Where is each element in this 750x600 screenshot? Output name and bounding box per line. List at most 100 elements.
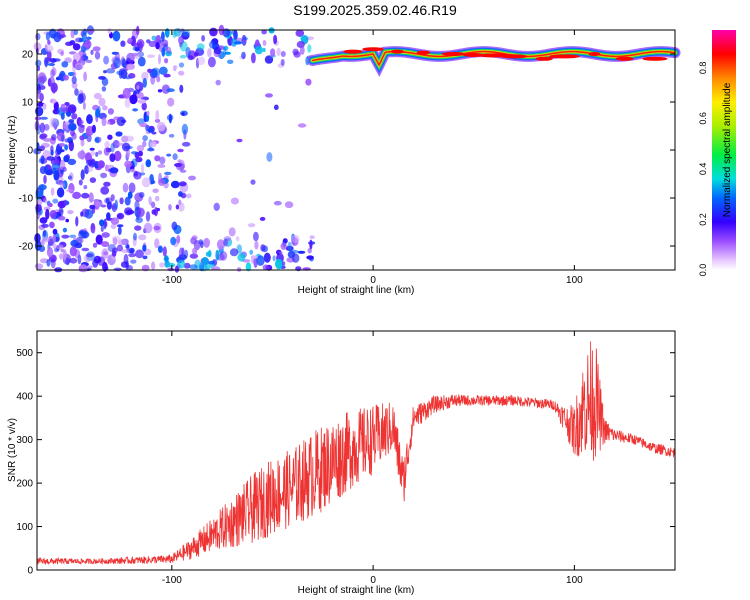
heatmap-noise-blob	[254, 46, 263, 55]
heatmap-noise-blob	[233, 41, 243, 45]
heatmap-noise-blob	[226, 59, 234, 64]
heatmap-noise-blob	[79, 135, 85, 141]
heatmap-noise-blob	[215, 249, 220, 261]
snr-y-tick-label: 100	[16, 522, 33, 533]
heatmap-noise-blob	[78, 179, 83, 186]
heatmap-noise-blob	[251, 52, 256, 64]
heatmap-noise-blob	[60, 34, 67, 38]
heatmap-noise-blob	[142, 255, 148, 260]
heatmap-noise-blob	[182, 29, 190, 37]
heatmap-noise-blob	[158, 178, 166, 186]
heatmap-noise-blob	[280, 242, 287, 250]
heatmap-noise-blob	[100, 225, 104, 233]
heatmap-noise-blob	[207, 48, 212, 58]
heatmap-noise-blob	[145, 159, 152, 168]
snr-frame	[36, 330, 676, 571]
heatmap-noise-blob	[81, 192, 90, 199]
heatmap-noise-blob	[50, 258, 56, 269]
heatmap-noise-blob	[154, 155, 161, 162]
heatmap-noise-blob	[116, 212, 125, 220]
heatmap-noise-blob	[197, 56, 206, 66]
heatmap-noise-blob	[131, 52, 138, 57]
heatmap-noise-blob	[135, 217, 143, 224]
heatmap-noise-blob	[216, 239, 225, 251]
heatmap-noise-blob	[94, 138, 100, 142]
heatmap-noise-blob	[192, 247, 198, 255]
heatmap-noise-blob	[178, 247, 184, 259]
heatmap-noise-blob	[265, 93, 273, 98]
heatmap-noise-blob	[131, 151, 138, 155]
heatmap-noise-blob	[163, 257, 169, 261]
heatmap-noise-blob	[155, 35, 161, 43]
heatmap-noise-blob	[105, 198, 110, 203]
heatmap-noise-blob	[60, 51, 64, 56]
colorbar-tick-label: 0.8	[698, 62, 708, 75]
heatmap-noise-blob	[147, 128, 154, 133]
heatmap-noise-blob	[98, 97, 106, 107]
heatmap-noise-blob	[68, 119, 75, 124]
heatmap-noise-blob	[145, 113, 150, 122]
heatmap-noise-blob	[103, 218, 107, 230]
heatmap-noise-blob	[122, 182, 129, 193]
heatmap-noise-blob	[63, 199, 68, 206]
heatmap-noise-blob	[59, 253, 63, 260]
heatmap-noise-blob	[156, 121, 166, 132]
heatmap-noise-blob	[52, 234, 56, 244]
heatmap-noise-blob	[101, 241, 110, 248]
colorbar-tick-label: 0.6	[698, 112, 708, 125]
heatmap-y-tick-label: 20	[22, 50, 34, 61]
heatmap-noise-blob	[128, 253, 137, 258]
heatmap-noise-blob	[95, 151, 99, 157]
heatmap-noise-blob	[133, 232, 137, 241]
heatmap-noise-blob	[49, 98, 57, 104]
heatmap-noise-blob	[219, 251, 228, 261]
heatmap-noise-blob	[124, 196, 131, 206]
heatmap-noise-blob	[103, 147, 110, 156]
heatmap-noise-blob	[218, 45, 225, 50]
heatmap-noise-blob	[120, 69, 128, 80]
heatmap-noise-blob	[127, 191, 133, 199]
heatmap-noise-blob	[125, 135, 134, 142]
heatmap-noise-blob	[35, 106, 44, 117]
heatmap-noise-blob	[162, 246, 167, 257]
heatmap-y-tick-label: 0	[27, 146, 33, 157]
heatmap-noise-blob	[150, 74, 156, 85]
heatmap-noise-blob	[154, 118, 161, 123]
heatmap-noise-blob	[261, 29, 267, 35]
heatmap-noise-blob	[42, 103, 47, 110]
heatmap-noise-blob	[37, 72, 47, 84]
heatmap-signal-peak	[362, 47, 384, 52]
heatmap-noise-blob	[207, 56, 216, 68]
heatmap-noise-blob	[299, 45, 305, 55]
heatmap-noise-blob	[126, 63, 135, 70]
heatmap-noise-blob	[109, 167, 119, 174]
heatmap-noise-blob	[161, 47, 166, 57]
heatmap-noise-blob	[164, 175, 169, 179]
heatmap-noise-blob	[91, 228, 96, 234]
heatmap-noise-blob	[67, 158, 77, 166]
heatmap-noise-blob	[228, 227, 236, 237]
heatmap-noise-blob	[118, 68, 123, 79]
heatmap-noise-blob	[198, 239, 204, 245]
heatmap-noise-blob	[87, 166, 94, 173]
heatmap-noise-blob	[157, 164, 166, 168]
snr-y-tick-label: 0	[27, 566, 33, 577]
heatmap-noise-blob	[241, 51, 246, 60]
heatmap-noise-blob	[141, 177, 151, 188]
heatmap-noise-blob	[109, 153, 116, 163]
colorbar: 0.0 0.2 0.4 0.6 0.8 Normalized spectral ampl…	[698, 30, 736, 276]
heatmap-noise-blob	[99, 219, 105, 227]
heatmap-x-axis-label: Height of straight line (km)	[298, 285, 415, 296]
heatmap-noise-blob	[166, 88, 175, 93]
heatmap-noise-blob	[297, 250, 306, 254]
heatmap-noise-blob	[42, 197, 48, 204]
heatmap-noise-blob	[39, 166, 47, 175]
heatmap-noise-blob	[50, 69, 55, 79]
heatmap-noise-blob	[290, 234, 300, 243]
snr-y-ticks: 0 100 200 300 400 500	[16, 348, 675, 577]
heatmap-noise-blob	[278, 251, 283, 255]
heatmap-noise-blob	[89, 204, 96, 210]
heatmap-noise-blob	[124, 98, 131, 108]
